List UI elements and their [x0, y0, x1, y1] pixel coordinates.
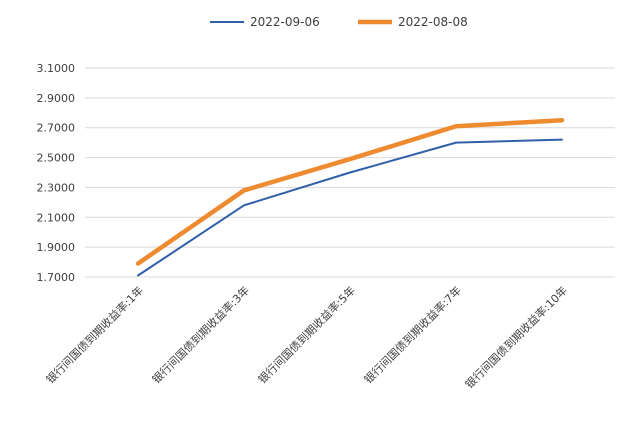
- y-tick-label: 2.3000: [37, 181, 76, 194]
- y-tick-label: 2.1000: [37, 211, 76, 224]
- legend-label: 2022-08-08: [398, 15, 468, 29]
- y-tick-label: 2.9000: [37, 92, 76, 105]
- x-category-label: 银行间国债到期收益率:1年: [43, 283, 146, 386]
- y-tick-label: 2.7000: [37, 122, 76, 135]
- x-category-label: 银行间国债到期收益率:10年: [462, 283, 570, 391]
- y-tick-label: 1.9000: [37, 241, 76, 254]
- y-tick-label: 2.5000: [37, 152, 76, 165]
- x-category-label: 银行间国债到期收益率:5年: [255, 283, 358, 386]
- y-tick-label: 3.1000: [37, 62, 76, 75]
- y-tick-label: 1.7000: [37, 271, 76, 284]
- x-category-label: 银行间国债到期收益率:7年: [361, 283, 464, 386]
- legend-label: 2022-09-06: [250, 15, 320, 29]
- x-category-label: 银行间国债到期收益率:3年: [149, 283, 252, 386]
